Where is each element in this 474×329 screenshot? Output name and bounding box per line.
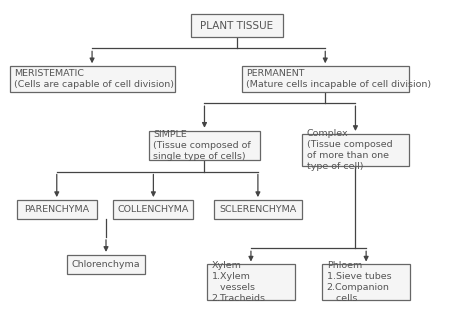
FancyBboxPatch shape xyxy=(322,265,410,300)
FancyBboxPatch shape xyxy=(191,14,283,38)
FancyBboxPatch shape xyxy=(242,66,409,92)
Text: SIMPLE
(Tissue composed of
single type of cells): SIMPLE (Tissue composed of single type o… xyxy=(154,130,251,161)
Text: PLANT TISSUE: PLANT TISSUE xyxy=(201,21,273,31)
Text: PERMANENT
(Mature cells incapable of cell division): PERMANENT (Mature cells incapable of cel… xyxy=(246,69,431,89)
FancyBboxPatch shape xyxy=(113,200,193,219)
Text: MERISTEMATIC
(Cells are capable of cell division): MERISTEMATIC (Cells are capable of cell … xyxy=(14,69,174,89)
FancyBboxPatch shape xyxy=(66,255,146,274)
Text: Complex
(Tissue composed
of more than one
type of cell): Complex (Tissue composed of more than on… xyxy=(307,129,392,171)
FancyBboxPatch shape xyxy=(302,134,409,166)
Text: Phloem
1.Sieve tubes
2.Companion
   cells: Phloem 1.Sieve tubes 2.Companion cells xyxy=(327,261,391,303)
FancyBboxPatch shape xyxy=(207,265,295,300)
Text: COLLENCHYMA: COLLENCHYMA xyxy=(118,205,189,214)
Text: SCLERENCHYMA: SCLERENCHYMA xyxy=(219,205,297,214)
FancyBboxPatch shape xyxy=(214,200,302,219)
FancyBboxPatch shape xyxy=(17,200,97,219)
FancyBboxPatch shape xyxy=(9,66,174,92)
FancyBboxPatch shape xyxy=(149,131,260,160)
Text: Chlorenchyma: Chlorenchyma xyxy=(72,260,140,269)
Text: Xylem
1.Xylem
   vessels
2.Tracheids: Xylem 1.Xylem vessels 2.Tracheids xyxy=(211,261,265,303)
Text: PARENCHYMA: PARENCHYMA xyxy=(24,205,89,214)
